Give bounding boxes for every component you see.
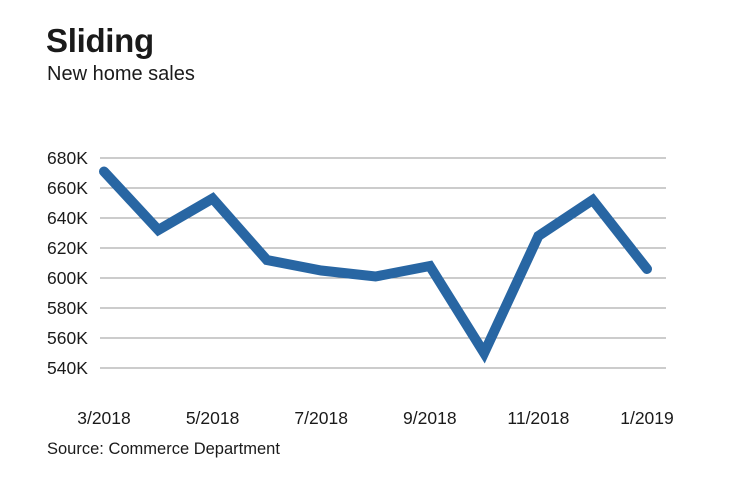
x-tick-label: 7/2018 [294,408,348,428]
chart-title: Sliding [46,22,154,59]
chart-subtitle: New home sales [47,63,195,85]
y-tick-label: 680K [47,148,88,168]
y-tick-label: 560K [47,328,88,348]
y-axis-tick-labels: 680K 660K 640K 620K 600K 580K 560K 540K [47,148,88,378]
x-tick-label: 11/2018 [507,408,569,428]
y-tick-label: 540K [47,358,88,378]
y-tick-label: 640K [47,208,88,228]
series-line [99,166,652,364]
x-tick-label: 5/2018 [186,408,240,428]
y-tick-label: 620K [47,238,88,258]
x-tick-label: 3/2018 [77,408,131,428]
y-tick-label: 600K [47,268,88,288]
y-tick-label: 660K [47,178,88,198]
series-layer [99,166,652,364]
x-tick-label: 9/2018 [403,408,457,428]
gridlines [100,157,666,369]
x-axis-tick-labels: 3/2018 5/2018 7/2018 9/2018 11/2018 1/2019 [77,408,674,428]
x-tick-label: 1/2019 [620,408,674,428]
y-tick-label: 580K [47,298,88,318]
source-note: Source: Commerce Department [47,440,280,458]
